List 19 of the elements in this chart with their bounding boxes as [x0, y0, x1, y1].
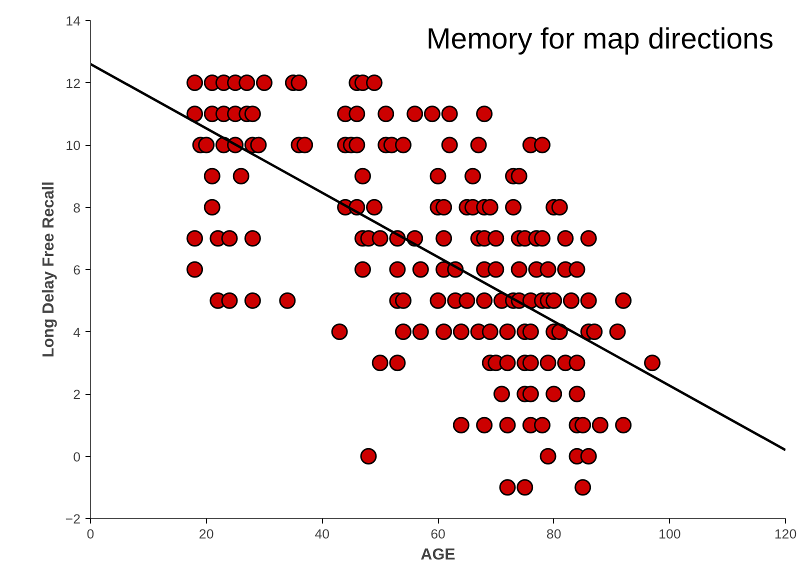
y-tick-label: 12 — [66, 76, 81, 91]
y-tick-label: 14 — [66, 14, 82, 28]
y-tick-label: −2 — [65, 512, 81, 526]
y-axis-title: Long Delay Free Recall — [40, 181, 58, 358]
x-tick-label: 80 — [546, 526, 562, 542]
x-axis-title: AGE — [420, 546, 456, 564]
y-tick-label: 2 — [73, 387, 81, 402]
x-tick-label: 20 — [198, 526, 214, 542]
y-tick-label: 4 — [73, 324, 82, 340]
y-tick-label: 10 — [66, 138, 81, 153]
x-tick-label: 40 — [314, 526, 330, 542]
y-tick-label: 6 — [73, 262, 81, 278]
x-tick-label: 0 — [86, 526, 94, 542]
x-tick-label: 60 — [430, 526, 446, 542]
y-tick-label: 0 — [73, 449, 81, 464]
x-tick-label: 100 — [658, 526, 681, 542]
x-tick-label: 120 — [774, 526, 797, 542]
y-tick-label: 8 — [73, 200, 81, 216]
chart-title: Memory for map directions — [426, 22, 774, 56]
